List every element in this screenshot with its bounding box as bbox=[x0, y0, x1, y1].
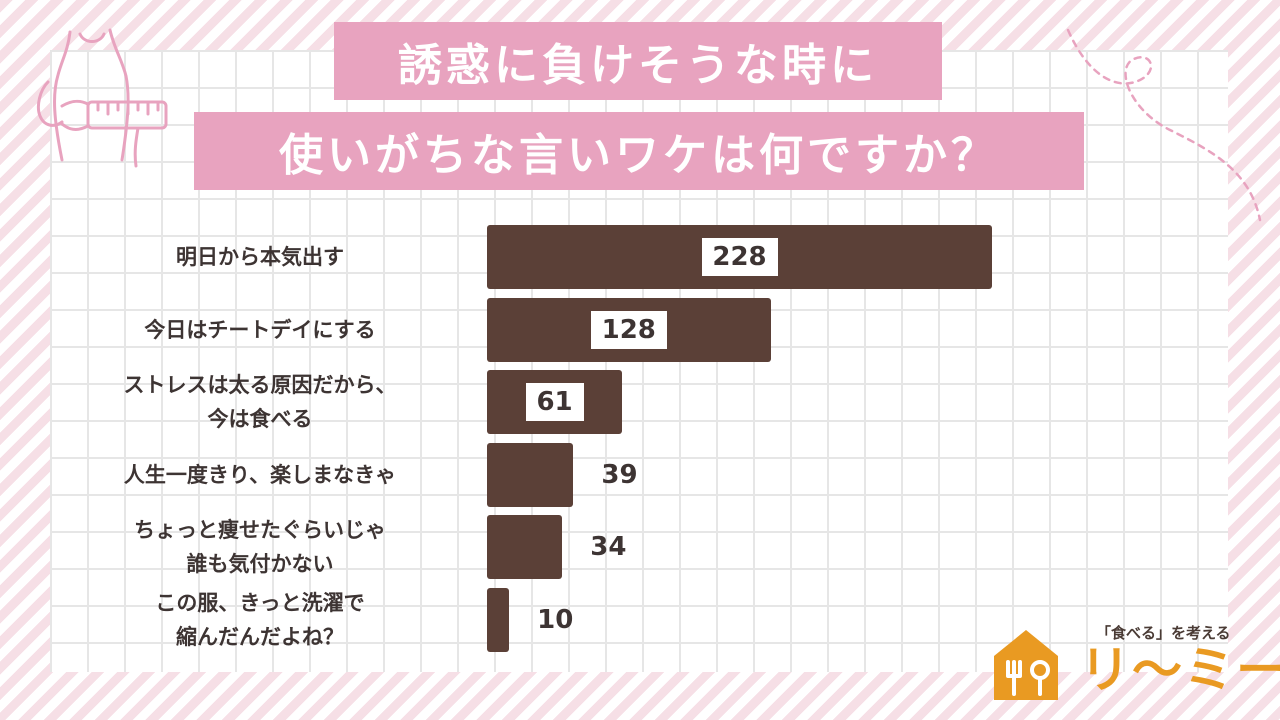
category-label: 人生一度きり、楽しまなきゃ bbox=[60, 458, 460, 492]
category-label-line: 明日から本気出す bbox=[176, 245, 344, 269]
decorative-curl-icon bbox=[1066, 28, 1262, 222]
category-label-line: ストレスは太る原因だから、 bbox=[123, 373, 397, 398]
data-label: 34 bbox=[590, 532, 627, 563]
category-label-line: 人生一度きり、楽しまなきゃ bbox=[123, 462, 397, 487]
bar bbox=[487, 442, 574, 507]
chart-title-line-1: 誘惑に負けそうな時に bbox=[334, 22, 942, 100]
bar bbox=[487, 588, 510, 652]
data-label: 10 bbox=[537, 605, 574, 635]
data-label: 228 bbox=[701, 238, 778, 276]
category-label: 今日はチートデイにする bbox=[60, 313, 460, 347]
category-label-line: 今は食べる bbox=[207, 407, 313, 432]
category-label-line: 誰も気付かない bbox=[186, 552, 334, 577]
category-label-line: ちょっと痩せたぐらいじゃ bbox=[134, 518, 386, 543]
data-label: 39 bbox=[601, 459, 638, 490]
brand-tagline: 「食べる」を考える bbox=[1096, 624, 1231, 642]
category-label-line: 縮んだんだよね？ bbox=[176, 625, 344, 649]
category-label: 明日から本気出す bbox=[60, 240, 460, 274]
data-label: 61 bbox=[525, 383, 584, 422]
brand-logo bbox=[994, 630, 1058, 700]
body-tape-measure-icon bbox=[36, 28, 168, 168]
chart-title-line-2: 使いがちな言いワケは何ですか？ bbox=[194, 112, 1084, 190]
bar bbox=[487, 515, 563, 580]
brand-name: リ〜ミー bbox=[1080, 641, 1280, 699]
data-label: 128 bbox=[590, 310, 667, 349]
category-label: ストレスは太る原因だから、 今は食べる bbox=[60, 368, 460, 436]
category-label: ちょっと痩せたぐらいじゃ 誰も気付かない bbox=[60, 513, 460, 581]
category-label-line: この服、きっと洗濯で bbox=[155, 591, 365, 615]
category-label: この服、きっと洗濯で 縮んだんだよね？ bbox=[60, 586, 460, 654]
category-label-line: 今日はチートデイにする bbox=[144, 317, 376, 342]
